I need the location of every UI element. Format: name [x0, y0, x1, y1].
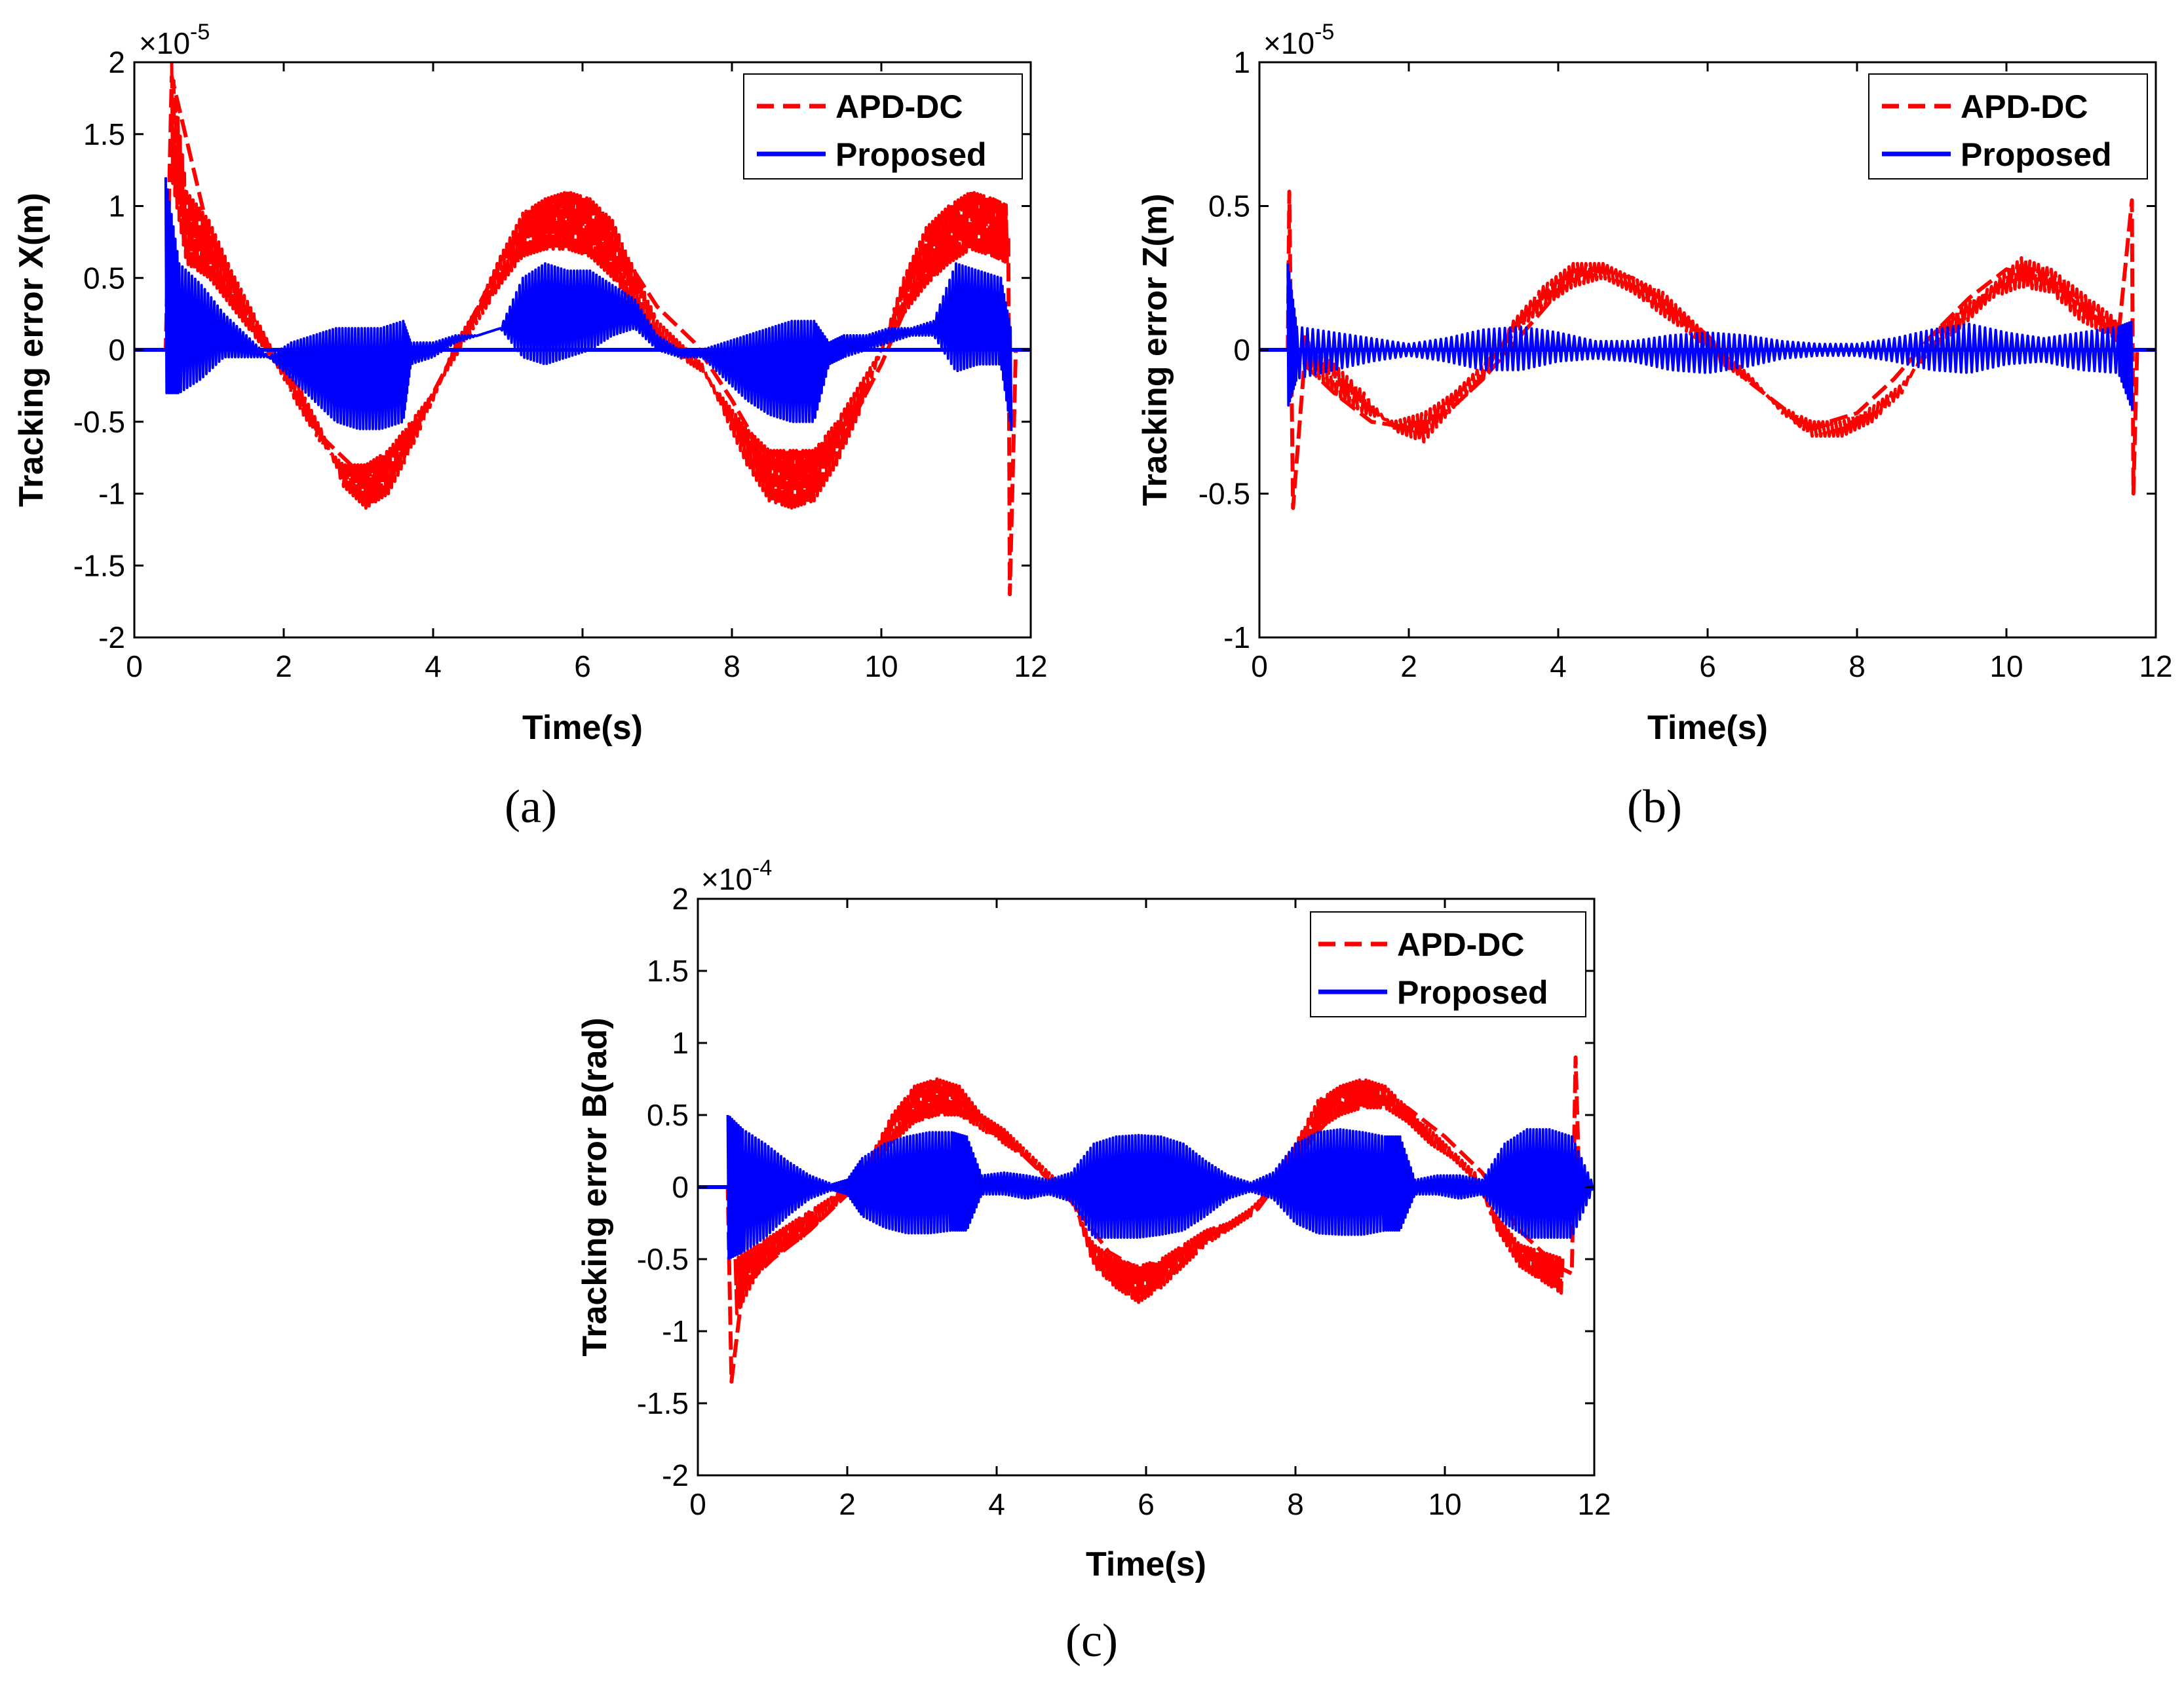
panel-a-series-proposed-oscillation — [164, 177, 1013, 431]
panel-a-y-tick-label: -1 — [98, 477, 125, 511]
panel-a-y-tick-label: -2 — [98, 620, 125, 654]
panel-a-x-tick-label: 8 — [723, 649, 740, 683]
panel-b-x-tick-label: 12 — [2139, 649, 2172, 683]
panel-c-y-tick-label: 0 — [672, 1170, 689, 1204]
panel-a-y-tick-label: -1.5 — [73, 548, 125, 582]
panel-b-x-tick-label: 6 — [1699, 649, 1716, 683]
panel-a-y-tick-label: 1 — [108, 189, 125, 223]
panel-b-caption: (b) — [1627, 780, 1682, 833]
panel-a-multiplier: ×10-5 — [139, 20, 210, 60]
panel-b-x-tick-label: 10 — [1989, 649, 2023, 683]
panel-a-x-tick-label: 4 — [425, 649, 442, 683]
panel-a-y-label: Tracking error X(m) — [12, 193, 50, 507]
panel-a-x-tick-label: 6 — [574, 649, 591, 683]
panel-c-legend-box — [1310, 911, 1586, 1017]
panel-a-y-tick-label: 0.5 — [83, 261, 125, 295]
panel-b-ticks: 0 2 4 6 8 10 12 -1 -0.5 0 0.5 1 — [1198, 45, 2173, 683]
panel-c-x-tick-label: 12 — [1577, 1487, 1611, 1521]
panel-c-y-tick-label: 1.5 — [647, 954, 689, 988]
panel-a-legend: APD-DC Proposed — [743, 73, 1023, 180]
panel-a-x-tick-label: 2 — [275, 649, 292, 683]
panel-a-y-tick-label: 0 — [108, 333, 125, 367]
panel-b-y-tick-label: 0 — [1233, 333, 1250, 367]
panel-b-y-tick-label: 0.5 — [1208, 189, 1250, 223]
panel-c-x-label: Time(s) — [1086, 1545, 1206, 1583]
panel-a: 0 2 4 6 8 10 12 -2 -1.5 -1 -0.5 0 0.5 1 1.5 2 Time(s) T… — [12, 20, 1048, 833]
panel-c-x-tick-label: 6 — [1138, 1487, 1155, 1521]
panel-a-x-label: Time(s) — [522, 709, 643, 747]
panel-a-legend-label-apd: APD-DC — [835, 88, 963, 125]
panel-b-x-tick-label: 0 — [1251, 649, 1268, 683]
panel-c-y-tick-label: -0.5 — [637, 1242, 689, 1276]
panel-c-x-tick-label: 8 — [1287, 1487, 1304, 1521]
panel-c-legend: APD-DC Proposed — [1310, 911, 1586, 1017]
panel-b-x-label: Time(s) — [1647, 709, 1768, 747]
panel-a-x-tick-label: 0 — [126, 649, 143, 683]
panel-a-legend-label-proposed: Proposed — [835, 136, 987, 173]
panel-c-data — [698, 1055, 1594, 1384]
panel-b-x-tick-label: 2 — [1400, 649, 1417, 683]
panel-b-multiplier: ×10-5 — [1263, 20, 1334, 60]
panel-b: 0 2 4 6 8 10 12 -1 -0.5 0 0.5 1 Time(s) Tracking er… — [1136, 20, 2173, 833]
panel-b-legend-label-proposed: Proposed — [1961, 136, 2112, 173]
panel-a-data — [134, 62, 1031, 597]
panel-c-legend-label-proposed: Proposed — [1397, 974, 1548, 1011]
panel-a-caption: (a) — [505, 780, 557, 833]
panel-b-y-label: Tracking error Z(m) — [1136, 194, 1174, 506]
panel-a-legend-box — [743, 73, 1023, 180]
panel-c-y-tick-label: 0.5 — [647, 1098, 689, 1132]
panel-b-y-tick-label: 1 — [1233, 45, 1250, 79]
panel-c-x-tick-label: 2 — [839, 1487, 856, 1521]
panel-c-x-tick-label: 4 — [988, 1487, 1005, 1521]
panel-b-legend-box — [1868, 73, 2148, 180]
panel-b-legend: APD-DC Proposed — [1868, 73, 2148, 180]
panel-c-y-tick-label: -2 — [662, 1458, 689, 1492]
panel-a-x-tick-label: 12 — [1014, 649, 1047, 683]
panel-c-y-tick-label: -1.5 — [637, 1386, 689, 1420]
panel-b-data — [1259, 189, 2156, 510]
panel-c-ticks: 0 2 4 6 8 10 12 -2 -1.5 -1 -0.5 0 0.5 1 1.5 2 — [637, 882, 1611, 1521]
panel-a-ticks: 0 2 4 6 8 10 12 -2 -1.5 -1 -0.5 0 0.5 1 1.5 2 — [73, 45, 1048, 683]
panel-c-legend-label-apd: APD-DC — [1397, 926, 1524, 963]
panel-a-x-tick-label: 10 — [864, 649, 898, 683]
panel-b-y-tick-label: -0.5 — [1198, 477, 1250, 511]
panel-a-y-tick-label: -0.5 — [73, 405, 125, 439]
panel-c-x-tick-label: 10 — [1428, 1487, 1461, 1521]
panel-c-y-label: Tracking error B(rad) — [576, 1017, 614, 1356]
panel-c: 0 2 4 6 8 10 12 -2 -1.5 -1 -0.5 0 0.5 1 1.5 2 Time(s) T… — [576, 856, 1611, 1667]
panel-c-x-tick-label: 0 — [689, 1487, 706, 1521]
panel-a-y-tick-label: 1.5 — [83, 117, 125, 151]
panel-c-y-tick-label: -1 — [662, 1314, 689, 1348]
panel-b-series-proposed-oscillation — [1286, 263, 2134, 411]
panel-c-caption: (c) — [1065, 1614, 1118, 1667]
panel-b-x-tick-label: 8 — [1849, 649, 1866, 683]
panel-c-multiplier: ×10-4 — [701, 856, 772, 896]
panel-b-x-tick-label: 4 — [1550, 649, 1567, 683]
panel-b-y-tick-label: -1 — [1223, 620, 1250, 654]
panel-a-series-apd-oscillation — [170, 62, 1009, 510]
panel-a-y-tick-label: 2 — [108, 45, 125, 79]
panel-c-y-tick-label: 2 — [672, 882, 689, 916]
panel-b-legend-label-apd: APD-DC — [1961, 88, 2088, 125]
panel-c-y-tick-label: 1 — [672, 1026, 689, 1060]
